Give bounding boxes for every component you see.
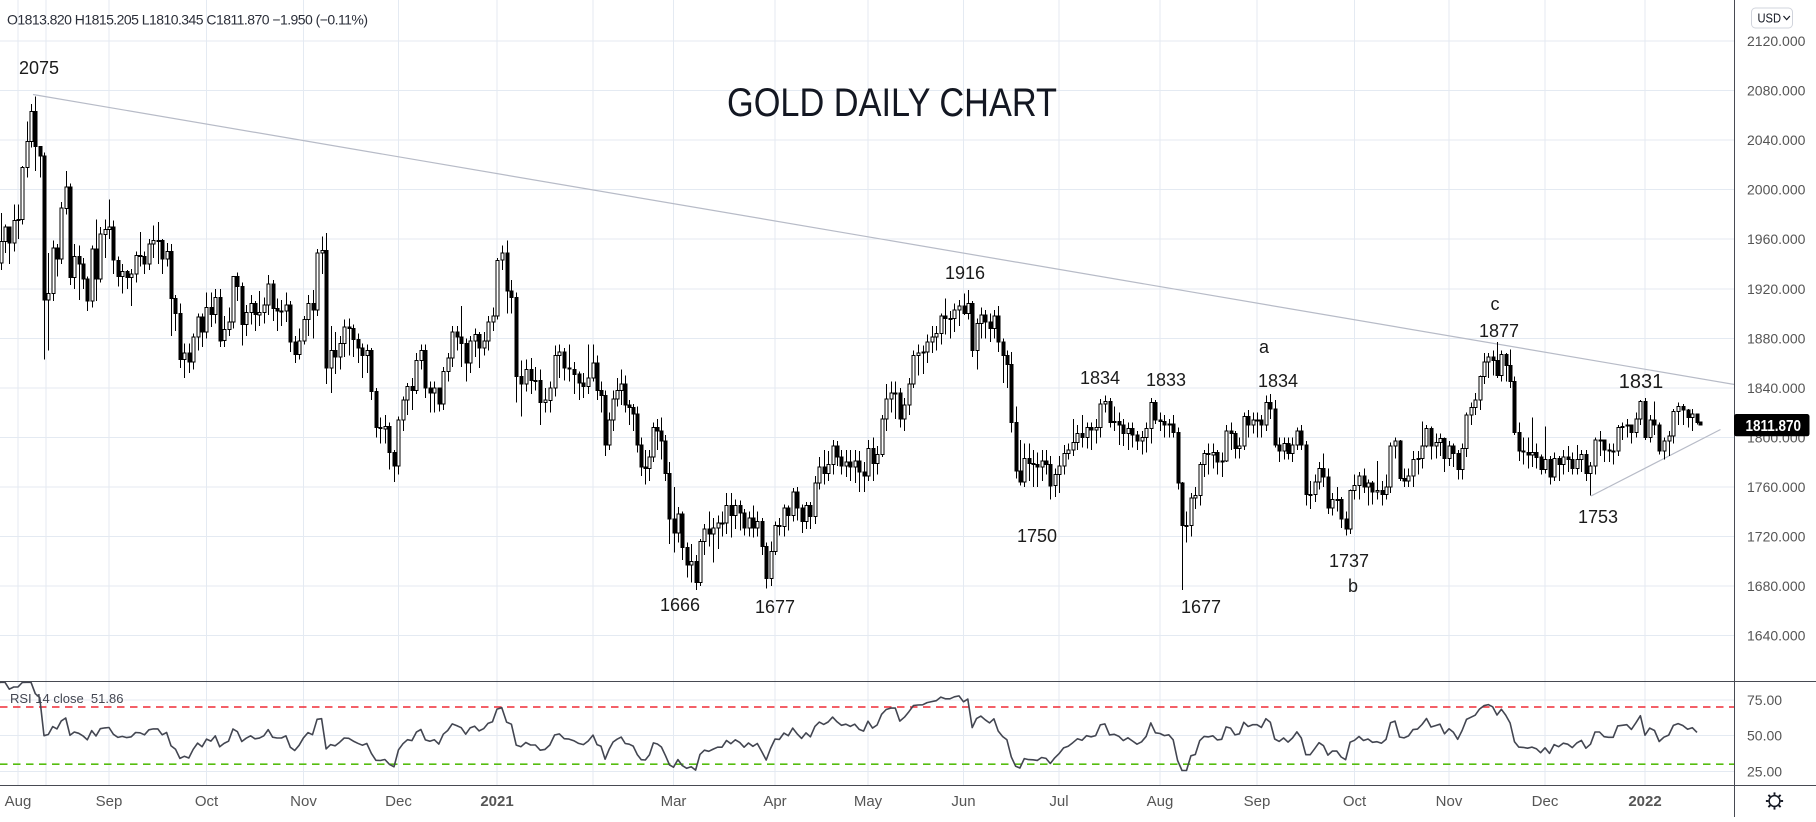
svg-text:1960.000: 1960.000: [1747, 231, 1806, 247]
svg-text:1666: 1666: [660, 595, 700, 615]
svg-text:USD: USD: [1758, 11, 1782, 26]
svg-text:1831: 1831: [1619, 371, 1664, 393]
svg-text:Aug: Aug: [1147, 793, 1174, 810]
svg-text:1880.000: 1880.000: [1747, 330, 1806, 346]
svg-text:a: a: [1259, 337, 1270, 357]
svg-text:50.00: 50.00: [1747, 728, 1782, 744]
svg-text:75.00: 75.00: [1747, 692, 1782, 708]
svg-text:1833: 1833: [1146, 370, 1186, 390]
svg-text:2080.000: 2080.000: [1747, 83, 1806, 99]
svg-text:c: c: [1491, 294, 1500, 314]
svg-text:1920.000: 1920.000: [1747, 281, 1806, 297]
svg-text:Nov: Nov: [290, 793, 317, 810]
svg-text:Oct: Oct: [1343, 793, 1367, 810]
svg-text:2021: 2021: [480, 793, 513, 810]
svg-text:1680.000: 1680.000: [1747, 578, 1806, 594]
svg-text:1760.000: 1760.000: [1747, 479, 1806, 495]
svg-text:Apr: Apr: [763, 793, 786, 810]
svg-text:May: May: [854, 793, 883, 810]
svg-text:25.00: 25.00: [1747, 763, 1782, 779]
svg-text:2022: 2022: [1628, 793, 1661, 810]
svg-text:Jul: Jul: [1049, 793, 1068, 810]
svg-text:1677: 1677: [1181, 597, 1221, 617]
svg-text:O1813.820 H1815.205 L1810.345: O1813.820 H1815.205 L1810.345 C1811.870 …: [7, 12, 368, 28]
svg-text:1811.870: 1811.870: [1746, 418, 1802, 435]
svg-text:RSI 14 close 51.86: RSI 14 close 51.86: [10, 691, 123, 706]
svg-text:1877: 1877: [1479, 321, 1519, 341]
svg-text:1753: 1753: [1578, 507, 1618, 527]
svg-text:Dec: Dec: [1532, 793, 1559, 810]
svg-text:Jun: Jun: [951, 793, 975, 810]
svg-text:2000.000: 2000.000: [1747, 182, 1806, 198]
svg-text:2075: 2075: [19, 58, 59, 78]
svg-text:GOLD DAILY CHART: GOLD DAILY CHART: [727, 81, 1057, 125]
svg-text:1750: 1750: [1017, 526, 1057, 546]
svg-text:1834: 1834: [1258, 371, 1298, 391]
svg-text:2120.000: 2120.000: [1747, 33, 1806, 49]
svg-text:Oct: Oct: [195, 793, 219, 810]
svg-text:b: b: [1348, 576, 1358, 596]
svg-text:1737: 1737: [1329, 551, 1369, 571]
svg-text:Sep: Sep: [1244, 793, 1271, 810]
svg-text:1677: 1677: [755, 597, 795, 617]
svg-text:Aug: Aug: [5, 793, 32, 810]
svg-text:1840.000: 1840.000: [1747, 380, 1806, 396]
svg-text:2040.000: 2040.000: [1747, 132, 1806, 148]
svg-text:1640.000: 1640.000: [1747, 628, 1806, 644]
svg-text:1916: 1916: [945, 263, 985, 283]
svg-text:Nov: Nov: [1436, 793, 1463, 810]
svg-text:Sep: Sep: [96, 793, 123, 810]
svg-text:Dec: Dec: [385, 793, 412, 810]
svg-text:1834: 1834: [1080, 368, 1120, 388]
svg-text:1720.000: 1720.000: [1747, 529, 1806, 545]
svg-text:Mar: Mar: [661, 793, 687, 810]
